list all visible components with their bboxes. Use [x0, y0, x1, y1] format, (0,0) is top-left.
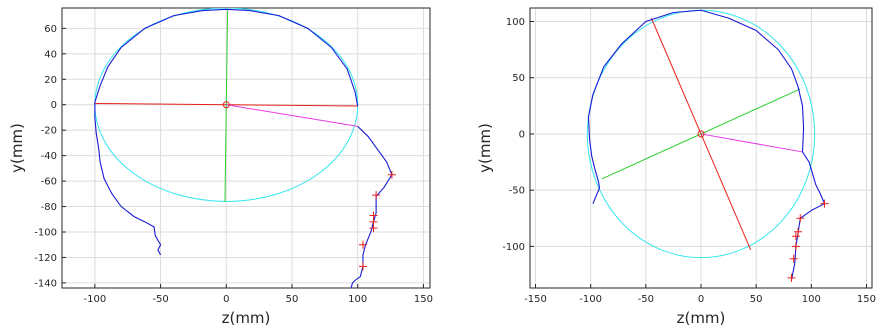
x-tick-label: 0: [223, 294, 229, 305]
x-tick-label: -150: [524, 294, 547, 305]
landmark-point: [787, 273, 796, 282]
landmark-point: [387, 170, 396, 179]
x-tick-label: -100: [84, 294, 107, 305]
x-tick-label: 100: [802, 294, 821, 305]
landmark-point: [369, 224, 378, 233]
y-tick-label: -120: [34, 253, 57, 264]
y-axis-label: y(mm): [8, 123, 26, 173]
plot-content: [586, 9, 829, 282]
landmark-point: [358, 262, 367, 271]
head-profile-curve: [587, 9, 805, 204]
center-point: [222, 101, 230, 109]
landmark-point: [796, 214, 805, 223]
x-tick-label: -50: [152, 294, 168, 305]
y-tick-label: -140: [34, 278, 57, 289]
landmark-point: [791, 232, 800, 241]
y-tick-label: 50: [512, 73, 525, 84]
y-tick-label: 100: [506, 17, 525, 28]
x-tick-label: 100: [348, 294, 367, 305]
y-tick-label: 60: [44, 24, 57, 35]
center-point: [697, 130, 705, 138]
plot-area: [61, 7, 431, 289]
segment-vertical-axis: [224, 9, 229, 202]
y-tick-label: -100: [34, 228, 57, 239]
x-axis-label: z(mm): [222, 309, 271, 327]
plot-border: [529, 7, 873, 289]
landmark-point: [372, 191, 381, 200]
y-tick-label: 20: [44, 75, 57, 86]
landmark-point: [358, 240, 367, 249]
x-tick-label: -100: [579, 294, 602, 305]
plot-content: [94, 8, 396, 288]
y-tick-label: 0: [51, 100, 57, 111]
y-tick-label: 0: [519, 129, 525, 140]
plot-border: [61, 7, 431, 289]
y-tick-label: -100: [502, 242, 525, 253]
x-tick-label: 0: [698, 294, 704, 305]
segment-nose-line: [700, 133, 803, 153]
x-tick-label: 50: [286, 294, 299, 305]
landmark-point: [791, 242, 800, 251]
y-tick-label: -40: [41, 151, 57, 162]
x-tick-label: -50: [638, 294, 654, 305]
x-tick-label: 50: [750, 294, 763, 305]
segment-nose-line: [226, 104, 358, 127]
y-axis-label: y(mm): [476, 123, 494, 173]
y-tick-label: -20: [41, 126, 57, 137]
x-axis-label: z(mm): [677, 309, 726, 327]
y-tick-label: -80: [41, 202, 57, 213]
landmark-point: [794, 227, 803, 236]
y-tick-label: 40: [44, 49, 57, 60]
left-plot: -100 -50 0 50 100 150 -140 -120 -100 -80 -60 -40 -20…: [8, 7, 433, 327]
y-tick-label: -50: [509, 186, 525, 197]
x-tick-label: 150: [857, 294, 876, 305]
right-plot: -150 -100 -50 0 50 100 150 -100 -50 0 50 100 z(mm) y(…: [476, 7, 876, 327]
landmark-point: [789, 254, 798, 263]
y-tick-label: -60: [41, 177, 57, 188]
landmark-point: [820, 199, 829, 208]
x-tick-label: 150: [414, 294, 433, 305]
head-profile-curve: [94, 8, 359, 256]
